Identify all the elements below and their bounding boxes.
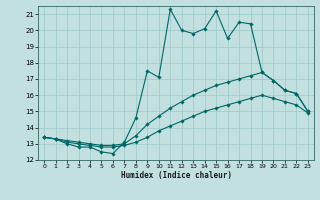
- X-axis label: Humidex (Indice chaleur): Humidex (Indice chaleur): [121, 171, 231, 180]
